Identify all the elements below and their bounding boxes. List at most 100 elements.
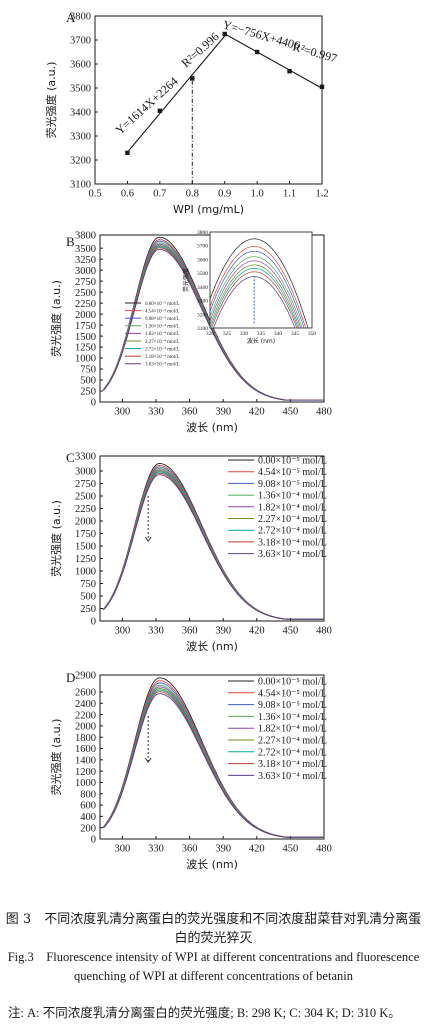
panel-d-ytick-label: 400 — [80, 812, 96, 823]
panel-b-legend-label: 1.36×10⁻⁴ mol/L — [145, 324, 179, 330]
panel-c-ytick-label: 750 — [80, 579, 96, 590]
panel-b-inset-ytick-label: 3400 — [197, 285, 208, 291]
panel-a-data-point — [254, 49, 260, 55]
panel-c-quench-arrowhead — [144, 536, 152, 542]
panel-c-legend-label: 2.27×10⁻⁴ mol/L — [258, 514, 327, 525]
panel-b-xtick-label: 330 — [148, 407, 164, 418]
panel-a-ytick-label: 3100 — [70, 180, 91, 191]
panel-d-legend-label: 3.18×10⁻⁴ mol/L — [258, 759, 327, 770]
panel-c-ytick-label: 2000 — [75, 517, 96, 528]
panel-b-legend-label: 3.18×10⁻⁴ mol/L — [145, 354, 179, 360]
panel-b-xtick-label: 300 — [115, 407, 131, 418]
panel-b-inset-series-line — [210, 264, 300, 328]
panel-d-ylabel: 荧光强度 (a.u.) — [49, 719, 63, 796]
panel-d-legend-label: 0.00×10⁻⁵ mol/L — [258, 677, 327, 688]
panel-d-ytick-label: 1400 — [75, 756, 96, 767]
panel-c-legend-label: 4.54×10⁻⁵ mol/L — [258, 467, 327, 478]
panel-a-xtick-label: 0.6 — [121, 189, 134, 200]
panel-a-fit-line — [127, 35, 226, 153]
panel-a-xtick-label: 1.1 — [283, 189, 296, 200]
panel-a-xtick-label: 1.2 — [315, 189, 328, 200]
panel-d-xtick-label: 390 — [215, 844, 231, 855]
panel-a-ytick-label: 3500 — [70, 84, 91, 95]
panel-a-fit1-equation: Y=1614X+2264 — [113, 74, 181, 137]
panel-c-legend-label: 2.72×10⁻⁴ mol/L — [258, 526, 327, 537]
panel-d-legend-label: 4.54×10⁻⁵ mol/L — [258, 688, 327, 699]
panel-c-series-line — [103, 474, 324, 620]
panel-a-ytick-label: 3800 — [70, 12, 91, 23]
panel-letter-D: D — [66, 670, 75, 685]
panel-b-ytick-label: 2500 — [75, 288, 96, 299]
panel-d-ytick-label: 2600 — [75, 688, 96, 699]
panel-c-ytick-label: 1250 — [75, 554, 96, 565]
panel-b-ytick-label: 3800 — [75, 231, 96, 242]
panel-d-xtick-label: 330 — [148, 844, 164, 855]
panel-d-legend-label: 2.72×10⁻⁴ mol/L — [258, 747, 327, 758]
panel-b-inset-ytick-label: 3200 — [197, 312, 208, 318]
panel-b-inset-ytick-label: 3600 — [197, 257, 208, 263]
figure-note: 注: A: 不同浓度乳清分离蛋白的荧光强度; B: 298 K; C: 304 … — [8, 1006, 401, 1020]
panel-b-legend-label: 2.72×10⁻⁴ mol/L — [145, 346, 179, 352]
panel-a-xtick-label: 0.8 — [186, 189, 199, 200]
panel-b-xtick-label: 420 — [249, 407, 265, 418]
panel-b-inset-xtick-label: 345 — [291, 331, 300, 337]
panel-c-ytick-label: 250 — [80, 604, 96, 615]
panel-b-ytick-label: 1000 — [75, 354, 96, 365]
panel-d-ytick-label: 2200 — [75, 710, 96, 721]
panel-d-xtick-label: 300 — [115, 844, 131, 855]
panel-a-data-point — [190, 76, 195, 81]
panel-b-inset-series-line — [210, 260, 302, 328]
panel-c-ytick-label: 1500 — [75, 542, 96, 553]
panel-d-legend-label: 1.36×10⁻⁴ mol/L — [258, 712, 327, 723]
panel-c-xtick-label: 360 — [182, 626, 198, 637]
panel-b-inset-ytick-label: 3700 — [197, 244, 208, 250]
panel-c-ytick-label: 2750 — [75, 479, 96, 490]
panel-c-axes — [99, 455, 325, 622]
panel-b-inset-xtick-label: 330 — [240, 331, 249, 337]
panel-b-ytick-label: 1500 — [75, 332, 96, 343]
panel-c-legend-label: 3.18×10⁻⁴ mol/L — [258, 537, 327, 548]
panel-b-xlabel: 波长 (nm) — [186, 421, 238, 434]
panel-c-legend-label: 1.36×10⁻⁴ mol/L — [258, 491, 327, 502]
panel-letter-B: B — [66, 234, 75, 249]
panel-c-xtick-label: 450 — [283, 626, 299, 637]
figure-caption-chinese: 图 3 不同浓度乳清分离蛋白的荧光强度和不同浓度甜菜苷对乳清分离蛋白的荧光猝灭 — [5, 912, 422, 946]
figure-canvas: A0.5 0.6 0.7 0.8 0.9 1.0 1.1 1.2310032003300340… — [44, 10, 339, 871]
panel-d-quench-arrowhead — [144, 757, 152, 763]
panel-d-ytick-label: 1600 — [75, 744, 96, 755]
panel-c-ylabel: 荧光强度 (a.u.) — [49, 500, 63, 577]
panel-b-ytick-label: 3500 — [75, 244, 96, 255]
panel-a-ytick-label: 3600 — [70, 60, 91, 71]
panel-b-legend-label: 0.00×10⁻⁵ mol/L — [145, 301, 179, 307]
panel-c-xtick-label: 420 — [249, 626, 265, 637]
panel-b-inset-xtick-label: 320 — [206, 331, 215, 337]
panel-a-fit2-equation: Y=−756X+4406 — [221, 17, 301, 52]
panel-d-ytick-label: 1000 — [75, 778, 96, 789]
panel-d-ytick-label: 800 — [80, 789, 96, 800]
panel-a-data-point — [125, 150, 130, 155]
panel-b-inset-xtick-label: 335 — [257, 331, 266, 337]
panel-a-data-point — [287, 69, 292, 74]
panel-c-ytick-label: 1000 — [75, 567, 96, 578]
panel-a-xtick-label: 0.5 — [88, 189, 101, 200]
panel-b-legend-label: 1.82×10⁻⁴ mol/L — [145, 331, 179, 337]
panel-b-inset-ylabel: 荧光强度 — [182, 268, 190, 292]
panel-b-legend-label: 2.27×10⁻⁴ mol/L — [145, 339, 179, 345]
panel-c-ytick-label: 3000 — [75, 467, 96, 478]
panel-b-ytick-label: 1250 — [75, 343, 96, 354]
panel-b-ytick-label: 2750 — [75, 277, 96, 288]
panel-d-xtick-label: 450 — [283, 844, 299, 855]
panel-d-axes — [99, 674, 325, 840]
panel-b-inset-xtick-label: 325 — [223, 331, 232, 337]
panel-c-legend-label: 0.00×10⁻⁵ mol/L — [258, 456, 327, 467]
panel-a-ytick-label: 3700 — [70, 36, 91, 47]
panel-a-xlabel: WPI (mg/mL) — [173, 203, 244, 216]
panel-b-inset-series-line — [212, 276, 296, 328]
panel-letter-A: A — [66, 10, 76, 25]
panel-d-legend-label: 1.82×10⁻⁴ mol/L — [258, 724, 327, 735]
panel-b-legend-label: 9.08×10⁻⁵ mol/L — [145, 316, 179, 322]
panel-a-fit2-r2: R²=0.997 — [291, 39, 338, 65]
panel-c-ytick-label: 2250 — [75, 504, 96, 515]
panel-d-series-line — [103, 693, 324, 838]
panel-b-inset-axes — [209, 231, 313, 329]
